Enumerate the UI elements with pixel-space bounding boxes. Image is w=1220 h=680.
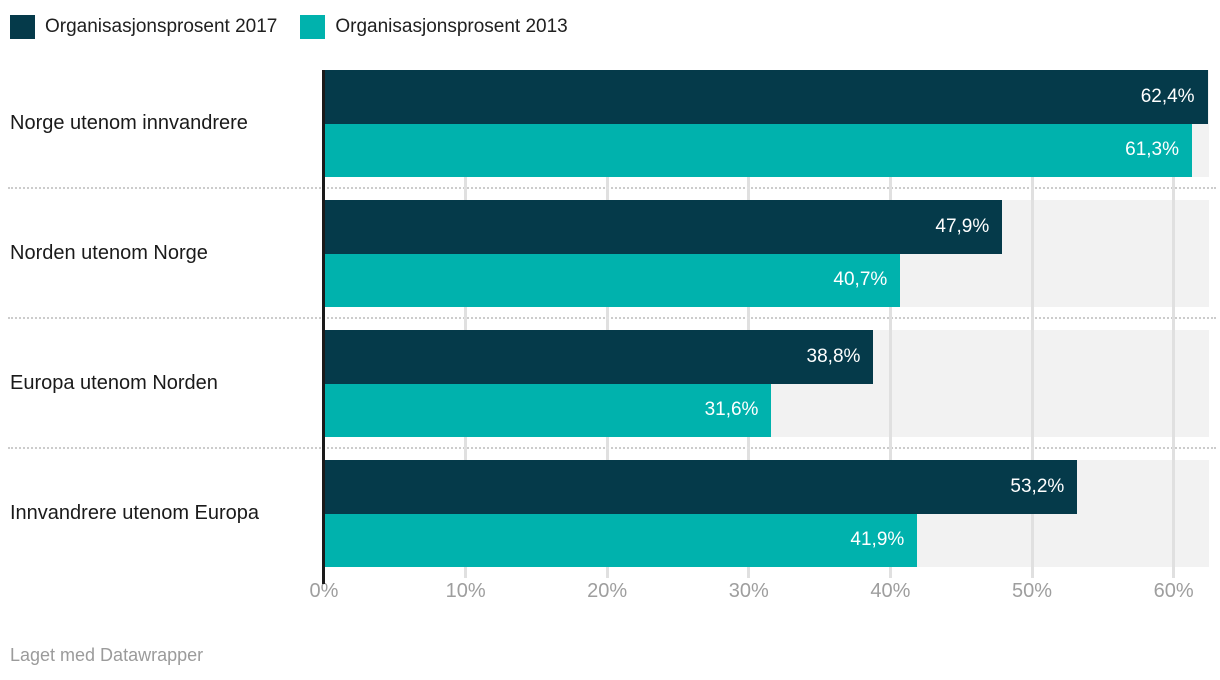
value-label: 62,4% xyxy=(1140,85,1195,107)
bar-group: 38,8% 31,6% xyxy=(324,330,1209,437)
chart-row-norge-utenom-innvandrere: Norge utenom innvandrere 62,4% 61,3% xyxy=(0,70,1220,177)
legend-swatch-2017-icon xyxy=(10,15,35,39)
value-label: 53,2% xyxy=(1010,475,1065,497)
legend-item-2017: Organisasjonsprosent 2017 xyxy=(10,15,277,39)
chart-row-innvandrere-utenom-europa: Innvandrere utenom Europa 53,2% 41,9% xyxy=(0,460,1220,567)
category-label: Innvandrere utenom Europa xyxy=(10,502,260,524)
row-separator xyxy=(8,447,1216,449)
chart-row-norden-utenom-norge: Norden utenom Norge 47,9% 40,7% xyxy=(0,200,1220,307)
x-axis: 0% 10% 20% 30% 40% 50% 60% xyxy=(310,580,1209,608)
value-label: 31,6% xyxy=(704,399,759,421)
tick-label-20: 20% xyxy=(587,580,628,602)
bar-group: 47,9% 40,7% xyxy=(324,200,1209,307)
legend-item-2013: Organisasjonsprosent 2013 xyxy=(300,15,568,39)
tick-label-40: 40% xyxy=(870,580,911,602)
category-label: Norden utenom Norge xyxy=(10,242,208,264)
bar-2013: 61,3% xyxy=(324,123,1192,177)
row-separator xyxy=(8,317,1216,319)
legend-swatch-2013-icon xyxy=(300,15,326,39)
tick-label-50: 50% xyxy=(1011,580,1053,602)
bar-2013: 41,9% xyxy=(324,513,918,567)
bar-2013: 31,6% xyxy=(324,383,772,437)
category-label: Europa utenom Norden xyxy=(10,372,218,394)
tick-label-30: 30% xyxy=(728,580,769,602)
legend-label-2017: Organisasjonsprosent 2017 xyxy=(45,16,278,37)
bar-2017: 38,8% xyxy=(324,330,874,384)
value-label: 61,3% xyxy=(1125,139,1179,161)
legend: Organisasjonsprosent 2017 Organisasjonsp… xyxy=(10,15,568,39)
row-separator xyxy=(8,187,1216,189)
value-label: 38,8% xyxy=(806,345,861,367)
chart-row-europa-utenom-norden: Europa utenom Norden 38,8% 31,6% xyxy=(0,330,1220,437)
bar-2017: 47,9% xyxy=(324,200,1003,254)
value-label: 40,7% xyxy=(833,269,888,291)
legend-label-2013: Organisasjonsprosent 2013 xyxy=(335,16,568,37)
category-label: Norge utenom innvandrere xyxy=(10,112,248,134)
bar-2013: 40,7% xyxy=(324,253,901,307)
tick-label-10: 10% xyxy=(445,580,486,602)
bar-2017: 53,2% xyxy=(324,460,1078,514)
value-label: 47,9% xyxy=(935,215,990,237)
tick-label-0: 0% xyxy=(309,580,339,602)
datawrapper-credit-link[interactable]: Laget med Datawrapper xyxy=(10,645,204,665)
axis-line xyxy=(322,70,325,584)
bar-2017: 62,4% xyxy=(324,70,1208,124)
value-label: 41,9% xyxy=(850,529,905,551)
bar-group: 62,4% 61,3% xyxy=(324,70,1209,177)
tick-label-60: 60% xyxy=(1153,580,1194,602)
bar-group: 53,2% 41,9% xyxy=(324,460,1209,567)
